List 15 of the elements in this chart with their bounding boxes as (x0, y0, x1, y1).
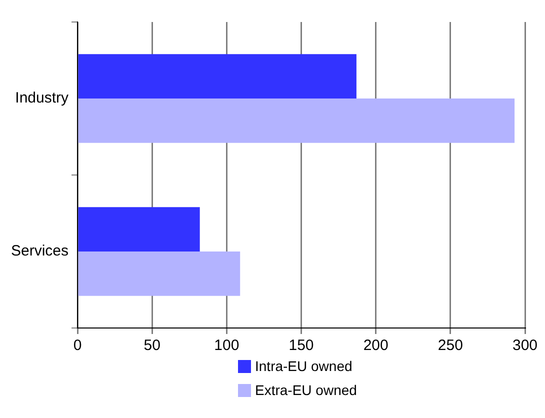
legend-label: Intra-EU owned (255, 358, 352, 374)
bar (78, 252, 240, 296)
x-tick-label: 200 (363, 337, 388, 354)
x-tick-label: 150 (288, 337, 314, 354)
x-tick-label: 100 (214, 337, 240, 354)
x-tick-label: 250 (438, 337, 463, 354)
legend-label: Extra-EU owned (255, 382, 357, 398)
y-tick-label: Industry (15, 90, 70, 107)
x-tick-label: 300 (512, 337, 538, 354)
bar (78, 98, 515, 143)
bar (78, 207, 200, 252)
x-tick-label: 50 (144, 337, 160, 354)
bar (78, 54, 356, 98)
x-tick-label: 0 (73, 337, 82, 354)
y-tick-label: Services (10, 242, 69, 260)
